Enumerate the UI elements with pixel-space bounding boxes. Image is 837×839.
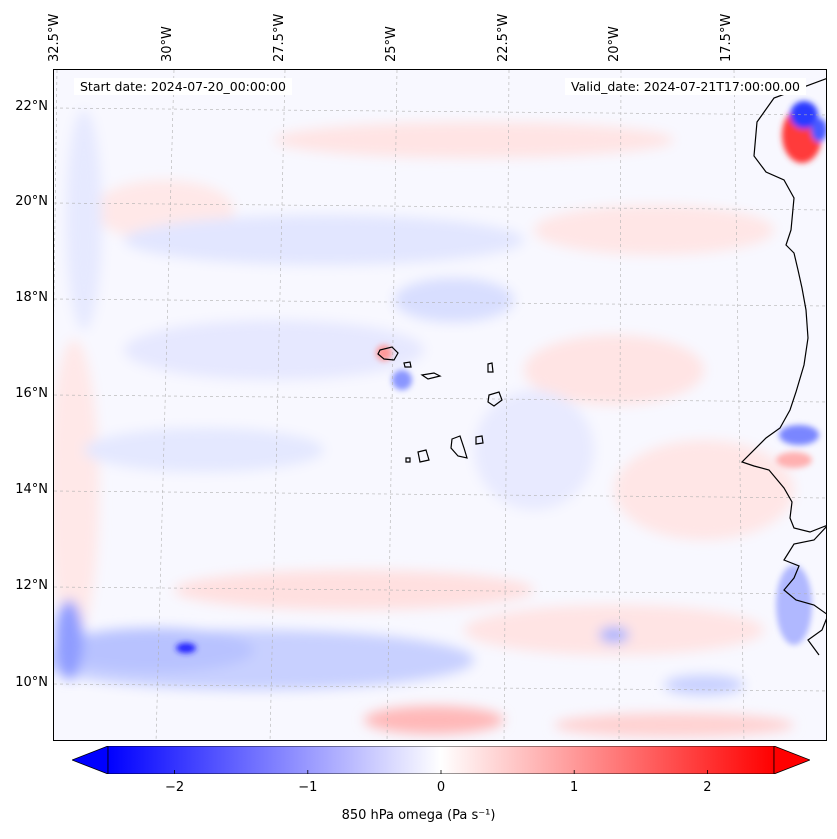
colorbar [72,746,810,774]
colorbar-ticks [174,770,708,774]
colorbar-tick-label: 1 [570,780,579,795]
island-brava [405,457,411,463]
start-date-label: Start date: 2024-07-20_00:00:00 [74,78,292,95]
island-boa-vista [487,391,503,407]
colorbar-tick-label: −1 [298,780,318,795]
longitude-label: 32.5°W [47,13,62,62]
latitude-label: 14°N [15,482,48,497]
omega-field-patches [54,110,794,737]
map-panel: Start date: 2024-07-20_00:00:00 Valid_da… [53,69,827,741]
island-fogo [417,449,430,463]
longitude-label: 27.5°W [272,13,287,62]
cabo-verde-islands [377,346,503,463]
colorbar-tick-label: −2 [165,780,185,795]
island-maio [475,435,484,445]
latitude-label: 22°N [15,99,48,114]
colorbar-tick-label: 2 [703,780,712,795]
omega-field-map [54,70,826,740]
latitude-label: 12°N [15,578,48,593]
island-sao-vicente [403,361,412,368]
graticule [54,70,826,740]
longitude-label: 25°W [384,26,399,62]
latitude-label: 10°N [15,675,48,690]
longitude-label: 17.5°W [719,13,734,62]
african-coastline [740,78,826,656]
colorbar-extend-max [773,746,810,774]
valid-date-label: Valid_date: 2024-07-21T17:00:00.00 [564,78,806,95]
latitude-label: 20°N [15,194,48,209]
colorbar-gradient [107,746,775,774]
colorbar-label: 850 hPa omega (Pa s⁻¹) [341,808,496,823]
colorbar-tick-label: 0 [436,780,446,795]
strong-omega-cores [176,101,826,653]
longitude-label: 20°W [607,26,622,62]
island-sao-nicolau [420,372,442,380]
island-sal [487,362,494,373]
latitude-label: 18°N [15,290,48,305]
island-santiago [450,435,468,459]
longitude-label: 30°W [160,26,175,62]
colorbar-extend-min [72,746,109,774]
latitude-label: 16°N [15,386,48,401]
longitude-label: 22.5°W [496,13,511,62]
island-santo-antao [377,346,399,361]
